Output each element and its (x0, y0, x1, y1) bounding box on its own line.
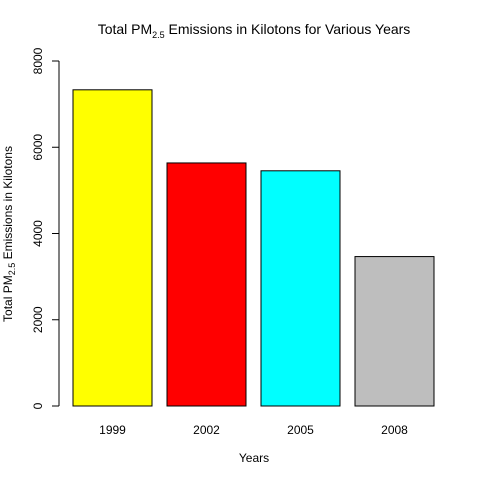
y-tick-label: 8000 (31, 47, 45, 74)
x-axis-title: Years (239, 451, 269, 465)
y-axis-title-pre: Total PM (1, 275, 15, 322)
bar-2008 (354, 256, 435, 407)
x-tick-label: 2008 (381, 423, 408, 437)
y-tick-label: 6000 (31, 134, 45, 161)
x-tick-label: 2002 (193, 423, 220, 437)
x-tick-label: 2005 (287, 423, 314, 437)
y-axis-title: Total PM2.5 Emissions in Kilotons (1, 146, 17, 322)
chart-title-post: Emissions in Kilotons for Various Years (165, 21, 411, 37)
chart-title-pre: Total PM (98, 21, 152, 37)
y-tick-label: 2000 (31, 306, 45, 333)
y-axis-title-sub: 2.5 (7, 263, 17, 276)
chart-title: Total PM2.5 Emissions in Kilotons for Va… (98, 21, 411, 40)
bar-1999 (72, 89, 153, 407)
chart-title-sub: 2.5 (152, 30, 165, 40)
x-axis-labels: 1999 2002 2005 2008 (99, 423, 408, 437)
bar-2002 (166, 162, 247, 407)
bars (72, 89, 435, 407)
y-tick-label: 0 (31, 402, 45, 409)
y-axis: 0 2000 4000 6000 8000 (31, 47, 60, 409)
y-axis-title-post: Emissions in Kilotons (1, 146, 15, 263)
x-tick-label: 1999 (99, 423, 126, 437)
bar-2005 (260, 170, 341, 407)
y-tick-label: 4000 (31, 220, 45, 247)
